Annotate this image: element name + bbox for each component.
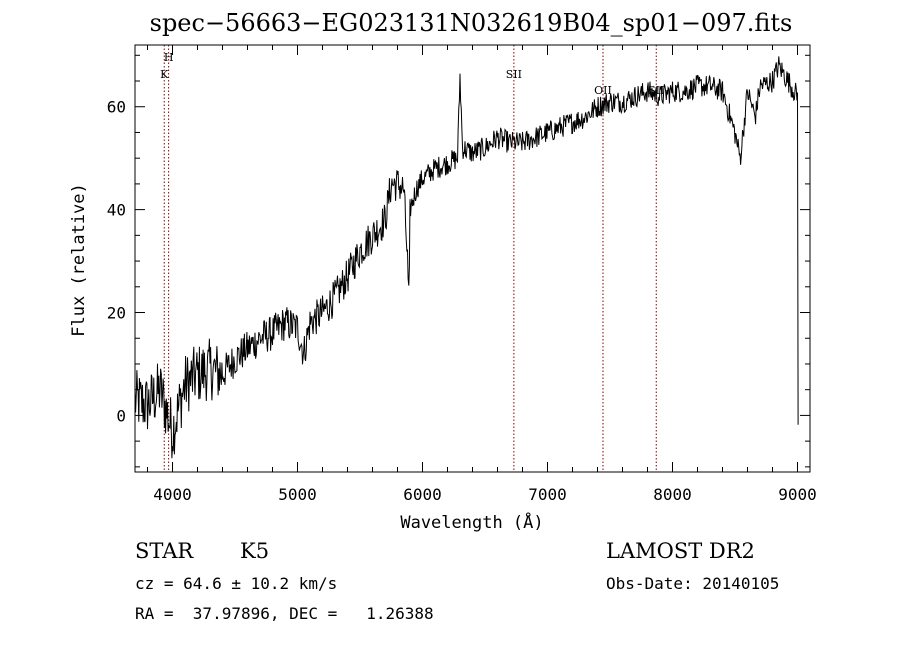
x-tick-label: 5000 <box>278 485 317 504</box>
x-tick-label: 8000 <box>653 485 692 504</box>
redshift-cz: cz = 64.6 ± 10.2 km/s <box>135 574 338 593</box>
chart-title: spec−56663−EG023131N032619B04_sp01−097.f… <box>150 9 793 37</box>
x-axis-label: Wavelength (Å) <box>400 511 543 533</box>
y-axis-label: Flux (relative) <box>69 183 89 337</box>
plot-frame <box>134 44 811 473</box>
x-tick-label: 4000 <box>153 485 192 504</box>
survey-name: LAMOST DR2 <box>606 539 755 563</box>
object-subclass: K5 <box>240 539 270 563</box>
spectral-line-label: K <box>160 68 169 81</box>
observation-date: Obs-Date: 20140105 <box>606 574 780 593</box>
y-tick-label: 20 <box>107 304 126 323</box>
flux-series-line <box>134 56 799 459</box>
y-tick-label: 60 <box>107 98 126 117</box>
object-class: STAR <box>135 539 194 563</box>
ra-dec: RA = 37.97896, DEC = 1.26388 <box>135 604 434 623</box>
x-tick-label: 6000 <box>403 485 442 504</box>
x-tick-label: 7000 <box>528 485 567 504</box>
spectral-line-label: OII <box>594 84 612 97</box>
x-tick-label: 9000 <box>778 485 817 504</box>
spectral-line-label: H <box>164 51 174 64</box>
spectral-line-label: SII <box>506 68 522 81</box>
y-tick-label: 0 <box>116 406 126 425</box>
y-tick-label: 40 <box>107 201 126 220</box>
